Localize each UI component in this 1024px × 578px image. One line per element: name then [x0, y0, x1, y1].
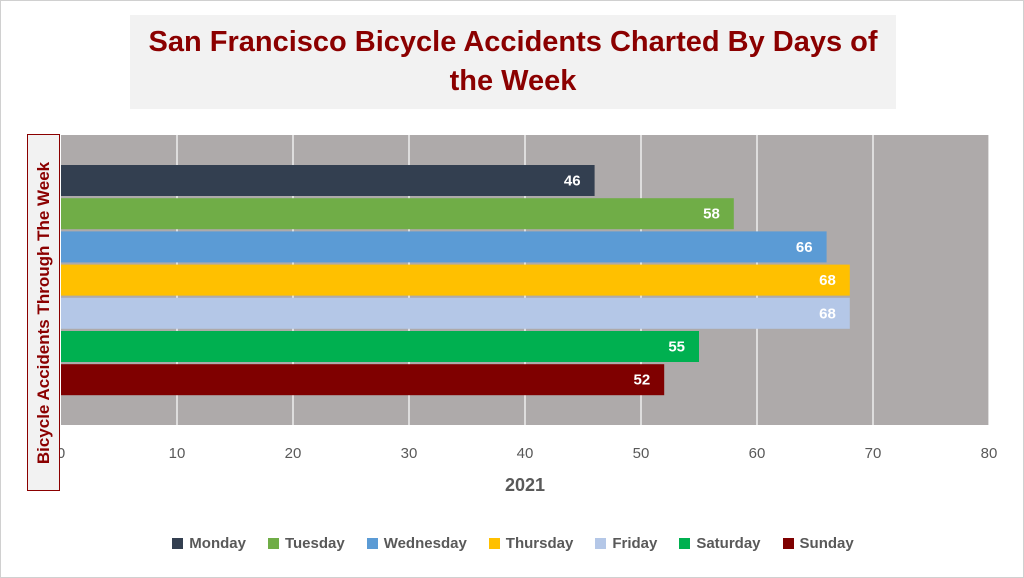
x-tick-label: 70: [865, 445, 882, 462]
legend-label: Friday: [612, 535, 658, 552]
legend-swatch: [782, 538, 794, 549]
x-tick-label: 0: [57, 445, 65, 462]
legend-swatch: [267, 538, 279, 549]
data-label-friday: 68: [819, 305, 836, 322]
x-axis-ticks: 0 10 20 30 40 50 60 70 80: [57, 445, 998, 462]
bar-thursday: [61, 264, 850, 296]
x-tick-label: 50: [633, 445, 650, 462]
y-axis-label-box: Bicycle Accidents Through The Week: [27, 134, 60, 491]
legend-item-wednesday: Wednesday: [366, 535, 467, 552]
data-label-saturday: 55: [668, 339, 685, 356]
legend-swatch: [172, 538, 184, 549]
bar-tuesday: [61, 198, 734, 230]
legend-item-friday: Friday: [595, 535, 657, 552]
x-tick-label: 10: [169, 445, 186, 462]
chart-title: San Francisco Bicycle Accidents Charted …: [148, 26, 878, 97]
legend-item-saturday: Saturday: [679, 535, 761, 552]
legend-item-thursday: Thursday: [488, 535, 574, 552]
data-labels: 46 58 66 68 68 55 52: [564, 173, 836, 389]
legend-label: Thursday: [505, 535, 574, 552]
data-label-wednesday: 66: [796, 239, 813, 256]
legend-item-monday: Monday: [172, 535, 246, 552]
data-label-thursday: 68: [819, 272, 836, 289]
data-label-monday: 46: [564, 173, 581, 190]
y-axis-label: Bicycle Accidents Through The Week: [33, 161, 53, 464]
bar-friday: [61, 297, 850, 329]
x-tick-label: 20: [285, 445, 302, 462]
bars: [61, 165, 850, 396]
x-tick-label: 40: [517, 445, 534, 462]
legend-item-sunday: Sunday: [782, 535, 854, 552]
legend-label: Saturday: [696, 535, 761, 552]
chart-title-box: San Francisco Bicycle Accidents Charted …: [130, 15, 896, 109]
legend-item-tuesday: Tuesday: [267, 535, 345, 552]
legend-swatch: [595, 538, 607, 549]
x-tick-label: 30: [401, 445, 418, 462]
x-tick-label: 60: [749, 445, 766, 462]
legend-label: Monday: [189, 535, 246, 552]
bar-monday: [61, 165, 595, 196]
data-label-sunday: 52: [634, 372, 651, 389]
bar-wednesday: [61, 231, 827, 263]
legend-label: Wednesday: [383, 535, 467, 552]
legend-swatch: [679, 538, 691, 549]
bar-saturday: [61, 331, 699, 362]
legend: Monday Tuesday Wednesday Thursday Friday Satu…: [1, 535, 1024, 552]
legend-label: Tuesday: [284, 535, 345, 552]
legend-swatch: [366, 538, 378, 549]
legend-swatch: [488, 538, 500, 549]
data-label-tuesday: 58: [703, 206, 720, 223]
legend-label: Sunday: [799, 535, 854, 552]
bar-sunday: [61, 364, 665, 396]
x-axis-label: 2021: [504, 475, 546, 495]
x-tick-label: 80: [981, 445, 998, 462]
